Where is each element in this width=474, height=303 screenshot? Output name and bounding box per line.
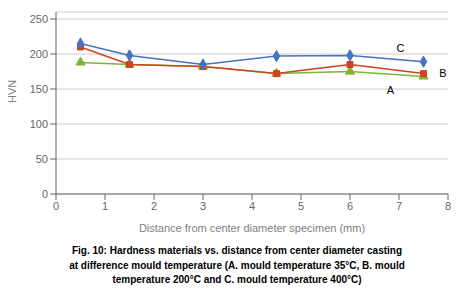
svg-text:4: 4: [249, 200, 255, 212]
svg-text:C: C: [397, 42, 405, 54]
svg-text:150: 150: [30, 83, 48, 95]
svg-text:Distance from center diameter: Distance from center diameter specimen (…: [139, 222, 365, 234]
html-text:Fig. 10: Hardness materials vs: Fig. 10: Hardness materials vs. distance…: [71, 245, 403, 256]
svg-text:1: 1: [102, 200, 108, 212]
svg-text:7: 7: [396, 200, 402, 212]
svg-text:250: 250: [30, 13, 48, 25]
svg-text:3: 3: [200, 200, 206, 212]
html-text:temperature 200°C and C. mould: temperature 200°C and C. mould temperatu…: [112, 274, 362, 285]
svg-text:5: 5: [298, 200, 304, 212]
svg-text:100: 100: [30, 118, 48, 130]
svg-text:50: 50: [36, 153, 48, 165]
svg-text:A: A: [387, 84, 395, 96]
svg-text:8: 8: [445, 200, 451, 212]
svg-text:0: 0: [42, 188, 48, 200]
svg-text:B: B: [439, 67, 446, 79]
svg-text:2: 2: [151, 200, 157, 212]
svg-text:200: 200: [30, 48, 48, 60]
html-text:at difference mould temperatur: at difference mould temperature (A. moul…: [69, 259, 405, 271]
svg-text:HVN: HVN: [8, 80, 18, 103]
svg-text:0: 0: [53, 200, 59, 212]
svg-text:6: 6: [347, 200, 353, 212]
